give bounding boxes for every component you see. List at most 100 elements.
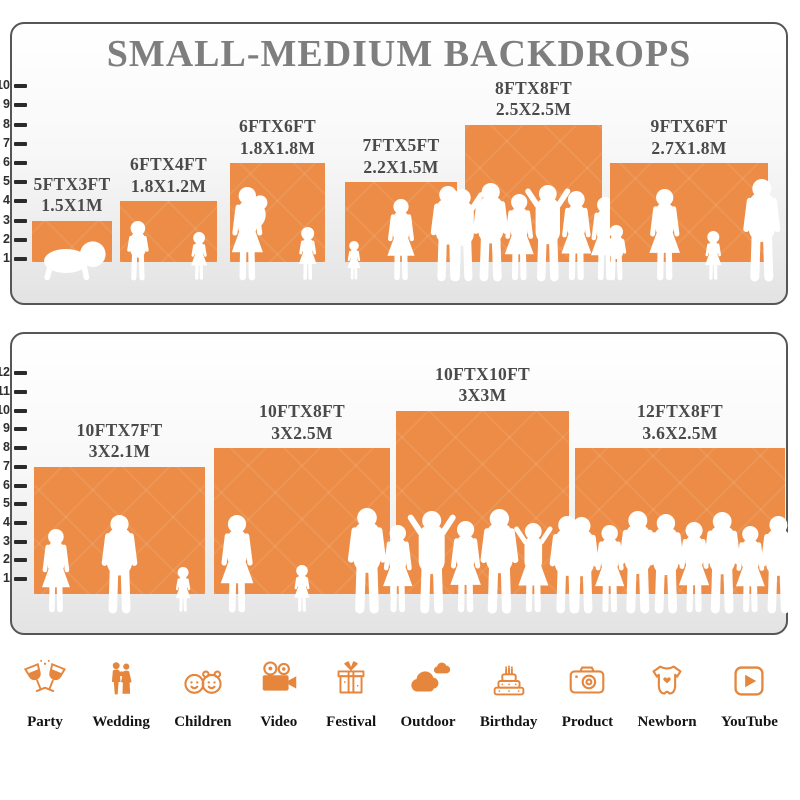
size-ft-label: 12FTX8FT [636,401,723,422]
size-ft-label: 7FTX5FT [362,135,440,156]
ruler-number: 9 [3,421,10,436]
backdrop-rect [345,182,457,262]
ruler-number: 11 [0,384,10,398]
ruler-tick [14,161,27,165]
category-item: Festival [326,658,376,731]
size-ft-label: 5FTX3FT [33,173,111,194]
festival-icon [337,661,365,694]
backdrop-rect [32,220,112,262]
ruler-tick [14,199,27,204]
backdrop-rect [120,201,217,262]
size-ft-label: 6FTX6FT [239,116,316,136]
backdrop-size-label: 6FTX4FT 1.8X1.2M [69,154,269,197]
category-row: Party Wedding Children Video Festival Ou… [0,658,800,731]
backdrop-size-label: 10FTX7FT 3X2.1M [20,420,220,463]
category-item: Party [22,658,68,731]
size-m-label: 3.6X2.5M [642,422,718,443]
youtube-icon [734,666,765,696]
size-ft-label: 8FTX8FT [495,77,572,98]
ruler-number: 1 [3,571,10,585]
backdrop-rect [610,163,768,262]
ruler-number: 10 [0,402,10,417]
ruler-tick [14,141,27,146]
category-label: YouTube [720,714,778,730]
ruler-number: 4 [3,514,10,529]
ruler-tick [14,427,27,432]
ruler-tick [14,539,27,544]
backdrop-size-label: 10FTX8FT 3X2.5M [202,401,402,444]
category-item: Outdoor [401,658,456,731]
category-label: Video [260,714,298,730]
size-ft-label: 10FTX7FT [76,419,163,440]
size-ft-label: 10FTX8FT [258,401,345,422]
size-m-label: 3X3M [458,385,507,406]
party-icon [23,659,67,693]
backdrop-size-label: 8FTX8FT 2.5X2.5M [434,78,634,121]
size-ft-label: 9FTX6FT [650,116,728,136]
ruler-number: 7 [3,135,10,150]
ruler-tick [14,237,27,242]
ruler-tick [14,483,27,488]
ruler-tick [14,520,27,525]
size-m-label: 2.5X2.5M [495,99,572,120]
size-m-label: 1.8X1.8M [239,137,316,158]
category-label: Party [27,714,63,730]
category-item: Birthday [479,658,538,731]
children-icon [184,670,222,694]
ruler-number: 3 [3,212,10,227]
ruler-tick [14,577,27,581]
ruler-number: 4 [3,193,10,208]
category-item: YouTube [721,658,778,731]
ruler-tick [14,84,27,89]
ruler-number: 5 [3,496,10,511]
small-backdrops-panel: SMALL-MEDIUM BACKDROPS 1 2 3 4 5 6 7 8 9 10 5FTX3F… [0,22,789,305]
category-label: Birthday [479,714,538,730]
backdrop-size-label: 12FTX8FT 3.6X2.5M [580,401,780,444]
outdoor-icon [411,662,451,692]
size-m-label: 2.2X1.5M [363,156,439,177]
wedding-icon [112,662,132,695]
ruler-number: 1 [3,251,10,265]
category-item: Children [174,658,231,731]
category-label: Outdoor [400,714,456,730]
ruler-tick [14,446,27,451]
category-item: Wedding [92,658,150,731]
size-m-label: 3X2.5M [271,422,333,443]
size-ft-label: 6FTX4FT [130,154,207,175]
ruler-number: 12 [0,365,10,380]
category-label: Festival [326,714,377,730]
medium-backdrops-panel: 12345678910111210FTX7FT3X2.1M10FTX8FT3X2… [0,332,796,635]
ruler-tick [14,371,27,376]
size-m-label: 1.8X1.2M [130,176,207,197]
birthday-icon [493,665,524,696]
ruler-number: 6 [3,477,10,492]
product-icon [570,666,605,694]
ruler-number: 10 [0,78,10,93]
backdrop-rect [34,466,205,594]
ruler-number: 7 [3,458,10,473]
ruler-tick [14,464,27,469]
size-ft-label: 10FTX10FT [434,363,531,384]
ruler-tick [14,408,27,413]
backdrop-rect [575,448,785,594]
category-item: Video [256,658,302,731]
ruler-number: 9 [3,97,10,112]
backdrop-rect [465,124,602,262]
ruler-number: 5 [3,174,10,189]
backdrop-size-label: 10FTX10FT 3X3M [383,364,583,407]
newborn-icon [652,665,682,695]
ruler-tick [14,502,27,507]
ruler-tick [14,390,27,394]
backdrop-size-label: 5FTX3FT 1.5X1M [0,174,172,217]
page-title: SMALL-MEDIUM BACKDROPS [106,33,692,75]
ruler-tick [14,180,27,185]
category-label: Wedding [92,714,150,730]
backdrop-size-label: 9FTX6FT 2.7X1.8M [589,116,789,159]
backdrop-rect [396,410,569,594]
backdrop-size-label: 6FTX6FT 1.8X1.8M [178,116,378,159]
ruler-tick [14,218,27,223]
category-label: Children [174,714,232,730]
size-m-label: 3X2.1M [88,441,151,462]
category-item: Product [562,658,613,731]
backdrop-rect [214,448,390,594]
